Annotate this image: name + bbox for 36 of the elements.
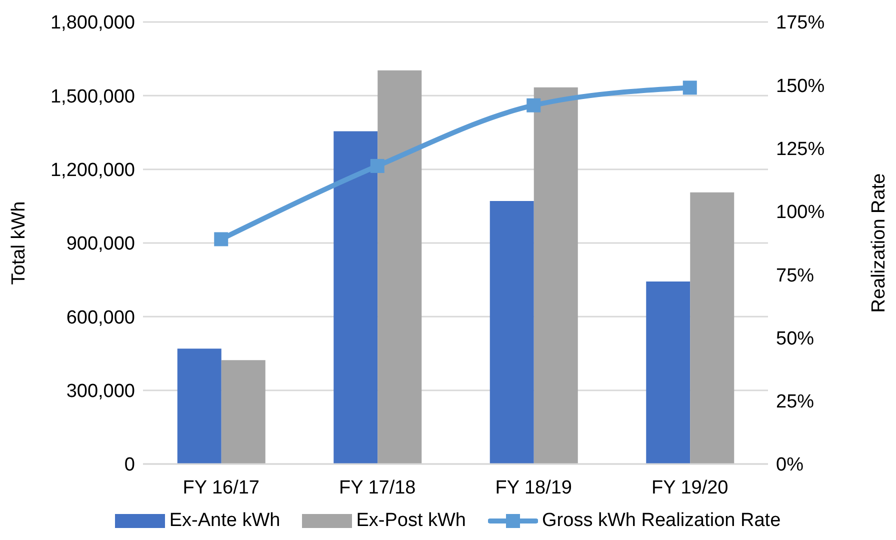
- y-tick-label: 1,500,000: [50, 86, 135, 108]
- y2-axis-title: Realization Rate: [868, 173, 890, 313]
- legend-label: Ex-Post kWh: [355, 510, 466, 532]
- point: [214, 232, 228, 246]
- bar: [334, 131, 378, 464]
- point: [682, 80, 697, 95]
- x-tick-label: FY 18/19: [495, 477, 572, 498]
- bar: [221, 360, 266, 464]
- y2-tick-label: 150%: [776, 76, 825, 97]
- y-tick-label: 600,000: [66, 307, 135, 328]
- point: [370, 158, 384, 173]
- y2-tick-label: 175%: [776, 12, 825, 34]
- x-tick-label: FY 16/17: [182, 477, 260, 498]
- y2-tick-label: 75%: [776, 265, 814, 286]
- y-axis-title: Total kWh: [8, 201, 30, 285]
- y-tick-label: 0: [124, 454, 135, 476]
- y2-tick-label: 0%: [776, 454, 804, 476]
- x-tick-label: FY 19/20: [651, 477, 728, 498]
- y2-tick-label: 25%: [776, 392, 814, 413]
- legend-label: Gross kWh Realization Rate: [541, 510, 781, 532]
- y2-tick-label: 50%: [776, 328, 814, 350]
- bar: [534, 87, 578, 464]
- bar: [177, 348, 222, 464]
- bar: [646, 282, 690, 464]
- legend-label: Ex-Ante kWh: [168, 510, 280, 532]
- y2-tick-label: 125%: [776, 139, 825, 160]
- bar: [378, 70, 422, 464]
- y2-tick-label: 100%: [776, 202, 825, 224]
- y-tick-label: 300,000: [66, 381, 135, 402]
- y-tick-label: 900,000: [66, 234, 135, 255]
- x-tick-label: FY 17/18: [338, 477, 416, 498]
- point: [526, 98, 541, 112]
- y-tick-label: 1,200,000: [50, 160, 135, 182]
- y-tick-label: 1,800,000: [50, 12, 135, 34]
- bar: [490, 201, 534, 464]
- bar: [690, 192, 734, 464]
